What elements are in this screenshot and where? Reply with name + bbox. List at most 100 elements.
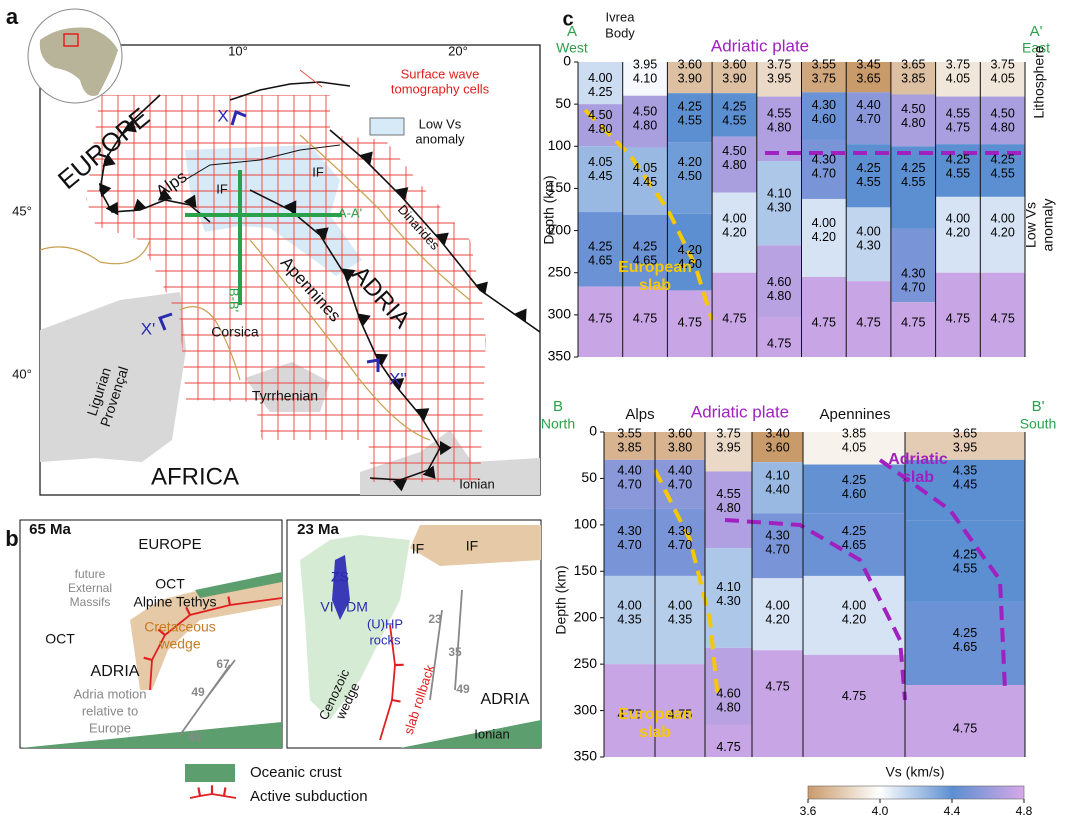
- slab-outline: [653, 469, 720, 701]
- velocity-layer: [846, 62, 891, 93]
- label: ZS: [331, 569, 349, 585]
- velocity-value: 4.70: [617, 538, 641, 552]
- colorbar-tick-label: 4.0: [872, 804, 889, 818]
- velocity-layer: [890, 94, 936, 147]
- velocity-layer: [667, 93, 713, 143]
- label: EUROPE: [138, 536, 201, 553]
- velocity-value: 4.30: [901, 266, 925, 280]
- label: External: [68, 581, 112, 595]
- velocity-layer: [622, 62, 668, 96]
- velocity-value: 4.50: [633, 105, 657, 119]
- text-block: a: [6, 4, 19, 29]
- velocity-value: 4.20: [678, 243, 702, 257]
- globe-land: [39, 27, 118, 96]
- velocity-value: 3.65: [856, 71, 880, 85]
- label: Vs (km/s): [885, 764, 944, 780]
- label: Active subduction: [250, 788, 368, 805]
- velocity-layer: [578, 62, 623, 105]
- text-block: IF: [312, 164, 324, 179]
- y-tick-label: 200: [574, 608, 598, 624]
- velocity-value: 3.75: [716, 427, 740, 441]
- label: 23 Ma: [297, 521, 339, 538]
- velocity-value: 4.25: [953, 626, 977, 640]
- velocity-layer: [803, 432, 905, 465]
- text-block: AFRICA: [151, 463, 239, 490]
- velocity-value: 4.20: [990, 226, 1014, 240]
- velocity-value: 4.65: [588, 253, 612, 267]
- label: X': [141, 319, 156, 338]
- velocity-layer: [622, 286, 668, 357]
- label: Adriatic: [888, 451, 948, 468]
- velocity-value: 3.75: [812, 71, 836, 85]
- velocity-layer: [756, 245, 802, 317]
- label: b: [5, 526, 18, 551]
- label: c: [562, 8, 573, 30]
- velocity-layer: [578, 286, 623, 357]
- velocity-layer: [705, 471, 752, 549]
- velocity-value: 4.20: [722, 226, 746, 240]
- velocity-value: 4.20: [765, 612, 789, 626]
- y-tick-label: 100: [548, 137, 572, 153]
- text-block: c: [562, 8, 573, 30]
- velocity-value: 4.25: [633, 239, 657, 253]
- velocity-layer: [980, 196, 1025, 273]
- label: European: [618, 259, 692, 276]
- text-block: Apennines: [820, 406, 891, 423]
- panel-c: 4.004.254.504.804.054.454.254.654.753.95…: [548, 53, 1033, 818]
- velocity-value: 4.80: [767, 120, 791, 134]
- velocity-value: 4.25: [722, 100, 746, 114]
- label: future: [75, 567, 106, 581]
- velocity-value: 4.55: [856, 175, 880, 189]
- velocity-layer: [846, 207, 891, 282]
- velocity-value: 4.25: [588, 239, 612, 253]
- velocity-value: 4.75: [953, 721, 977, 735]
- velocity-layer: [655, 575, 705, 665]
- label: Body: [605, 25, 635, 40]
- velocity-value: 4.55: [953, 561, 977, 575]
- velocity-value: 4.35: [953, 464, 977, 478]
- velocity-value: 4.30: [617, 524, 641, 538]
- text-block: Vs (km/s): [885, 764, 944, 780]
- velocity-layer: [756, 96, 802, 162]
- label: OCT: [45, 631, 75, 647]
- velocity-value: 4.50: [678, 169, 702, 183]
- velocity-value: 3.60: [722, 57, 746, 71]
- velocity-value: 4.75: [990, 311, 1014, 325]
- label: West: [556, 40, 588, 56]
- label: rocks: [369, 632, 401, 647]
- velocity-value: 4.75: [765, 680, 789, 694]
- label: wedge: [158, 636, 200, 652]
- velocity-value: 4.75: [946, 120, 970, 134]
- velocity-value: 4.80: [716, 501, 740, 515]
- velocity-value: 4.70: [765, 543, 789, 557]
- label: OCT: [155, 576, 185, 592]
- label: Surface wave: [401, 66, 480, 81]
- velocity-value: 3.95: [716, 441, 740, 455]
- velocity-value: 3.60: [765, 441, 789, 455]
- velocity-value: 4.00: [812, 216, 836, 230]
- velocity-value: 3.75: [946, 57, 970, 71]
- oceanic-crust: [195, 572, 282, 598]
- label: North: [541, 416, 575, 432]
- velocity-layer: [935, 196, 981, 273]
- label: IF: [412, 541, 424, 557]
- text-block: X'': [389, 369, 407, 388]
- velocity-layer: [935, 272, 981, 357]
- label: anomaly: [1040, 199, 1056, 252]
- y-tick-label: 350: [548, 348, 572, 364]
- velocity-value: 3.55: [617, 427, 641, 441]
- globe-locator: [63, 33, 79, 47]
- velocity-layer: [890, 302, 936, 357]
- velocity-value: 4.25: [901, 161, 925, 175]
- y-tick-label: 250: [548, 263, 572, 279]
- text-block: IF: [466, 538, 478, 554]
- velocity-value: 3.40: [765, 427, 789, 441]
- velocity-value: 3.65: [953, 427, 977, 441]
- velocity-value: 4.70: [617, 478, 641, 492]
- text-block: 40°: [12, 366, 32, 381]
- velocity-value: 3.85: [901, 71, 925, 85]
- velocity-value: 3.90: [722, 71, 746, 85]
- velocity-value: 4.25: [678, 100, 702, 114]
